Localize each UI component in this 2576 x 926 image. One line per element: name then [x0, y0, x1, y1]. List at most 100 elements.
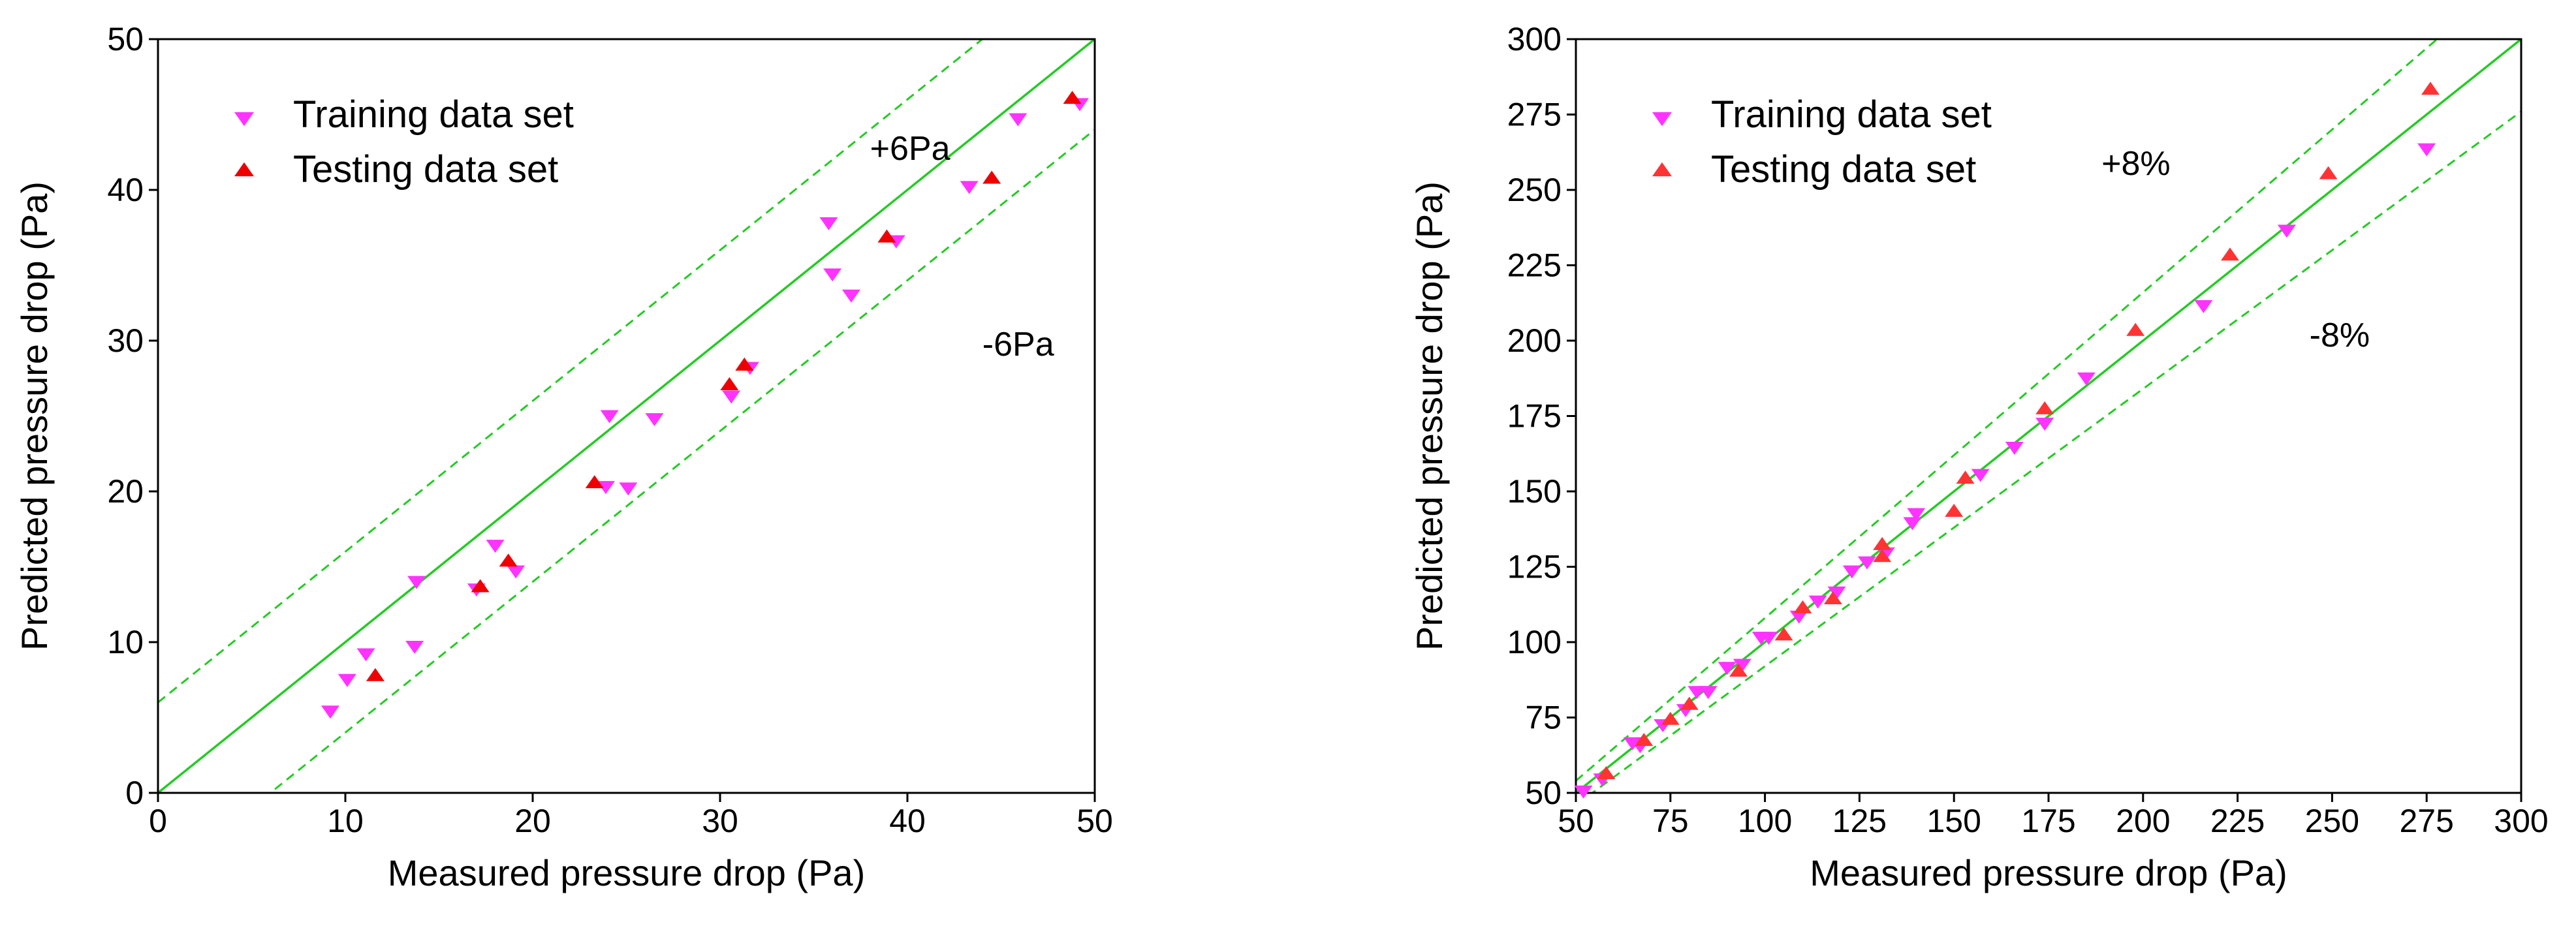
plot-frame — [157, 38, 1096, 794]
chart-right-percent-error: 50 75 100 125 150 175 200 225 250 275 300 50 75 100 12… — [1409, 21, 2549, 893]
data-point — [499, 553, 518, 567]
y-tick-label: 0 — [125, 775, 144, 811]
data-point — [2421, 82, 2440, 95]
data-point — [2194, 300, 2213, 313]
data-point — [1903, 517, 1922, 531]
data-point — [819, 217, 838, 230]
data-point — [507, 565, 526, 579]
data-point — [1733, 658, 1751, 672]
data-point — [486, 540, 505, 553]
y-tick-label: 175 — [1507, 398, 1562, 435]
data-point — [1808, 595, 1827, 609]
y-tick-label: 100 — [1507, 624, 1562, 660]
legend-label: Testing data set — [293, 148, 558, 191]
x-tick-label: 125 — [1832, 803, 1887, 839]
data-point — [823, 268, 842, 282]
data-point — [645, 413, 664, 427]
data-point — [1597, 765, 1616, 779]
x-tick-label: 275 — [2399, 803, 2453, 839]
data-point — [1873, 536, 1892, 550]
legend-marker — [234, 162, 254, 177]
legend: Training data set Testing data set — [1652, 93, 1992, 191]
data-point — [2035, 401, 2054, 414]
x-tick-label: 50 — [1558, 803, 1594, 839]
data-point — [2277, 224, 2296, 238]
upper-band-line — [1576, 39, 2439, 782]
data-point — [1759, 632, 1778, 645]
reference-lines — [1576, 39, 2521, 793]
legend-label: Training data set — [1711, 93, 1992, 136]
legend: Training data set Testing data set — [234, 93, 574, 191]
data-point — [321, 705, 340, 719]
data-point — [2126, 322, 2145, 336]
data-point — [1729, 663, 1748, 677]
data-point — [2005, 442, 2024, 455]
legend-label: Training data set — [293, 93, 574, 136]
y-axis-title: Predicted pressure drop (Pa) — [14, 181, 55, 651]
data-point — [1907, 508, 1926, 521]
y-tick-label: 50 — [1525, 775, 1562, 811]
data-point — [1774, 627, 1793, 641]
upper-band-label: +6Pa — [870, 130, 950, 168]
y-tick-label: 275 — [1507, 97, 1562, 133]
legend-marker — [1652, 112, 1672, 127]
y-tick-label: 250 — [1507, 172, 1562, 208]
x-tick-label: 225 — [2210, 803, 2265, 839]
data-point — [1009, 113, 1028, 127]
x-tick-label: 0 — [149, 803, 167, 839]
y-tick-label: 150 — [1507, 473, 1562, 510]
data-point — [2035, 418, 2054, 431]
data-point — [1857, 556, 1876, 570]
x-tick-label: 10 — [327, 803, 364, 839]
data-point — [2077, 372, 2096, 386]
y-tick-label: 20 — [107, 473, 144, 510]
x-axis-title: Measured pressure drop (Pa) — [1810, 852, 2287, 893]
data-point — [1827, 586, 1846, 600]
lower-band-label: -6Pa — [982, 326, 1054, 363]
legend-label: Testing data set — [1711, 148, 1976, 191]
x-axis-title: Measured pressure drop (Pa) — [388, 852, 865, 893]
data-point — [1661, 711, 1680, 725]
x-tick-label: 100 — [1738, 803, 1792, 839]
x-tick-label: 150 — [1926, 803, 1981, 839]
series-0 — [321, 98, 1090, 719]
x-tick-label: 300 — [2494, 803, 2548, 839]
x-tick-label: 50 — [1076, 803, 1113, 839]
x-tick-label: 175 — [2021, 803, 2075, 839]
data-point — [1680, 696, 1699, 710]
data-point — [735, 357, 754, 371]
x-tick-label: 200 — [2116, 803, 2170, 839]
data-point — [2319, 166, 2338, 179]
data-point — [1789, 610, 1808, 624]
data-point — [2221, 247, 2240, 261]
x-tick-label: 30 — [702, 803, 738, 839]
y-tick-label: 300 — [1507, 21, 1562, 57]
y-tick-label: 30 — [107, 322, 144, 359]
data-point — [1956, 471, 1975, 484]
diagonal-line — [158, 39, 1095, 793]
data-point — [585, 475, 604, 489]
data-point — [405, 640, 424, 654]
y-tick-label: 125 — [1507, 549, 1562, 585]
data-point — [1718, 662, 1736, 675]
series-1 — [366, 91, 1082, 681]
y-tick-label: 200 — [1507, 322, 1562, 359]
x-tick-label: 40 — [889, 803, 926, 839]
data-point — [1945, 504, 1964, 517]
data-point — [1635, 733, 1654, 747]
data-point — [338, 673, 356, 687]
data-point — [960, 181, 979, 194]
data-point — [720, 377, 739, 390]
reference-lines — [158, 39, 1095, 793]
data-point — [471, 579, 490, 593]
x-tick-label: 20 — [514, 803, 551, 839]
y-tick-label: 40 — [107, 172, 144, 208]
data-point — [596, 481, 615, 495]
y-tick-label: 10 — [107, 624, 144, 660]
legend-marker — [234, 112, 254, 127]
series-0 — [1574, 143, 2436, 799]
upper-band-label: +8% — [2101, 145, 2171, 183]
y-tick-label: 75 — [1525, 700, 1562, 736]
x-tick-label: 250 — [2305, 803, 2359, 839]
